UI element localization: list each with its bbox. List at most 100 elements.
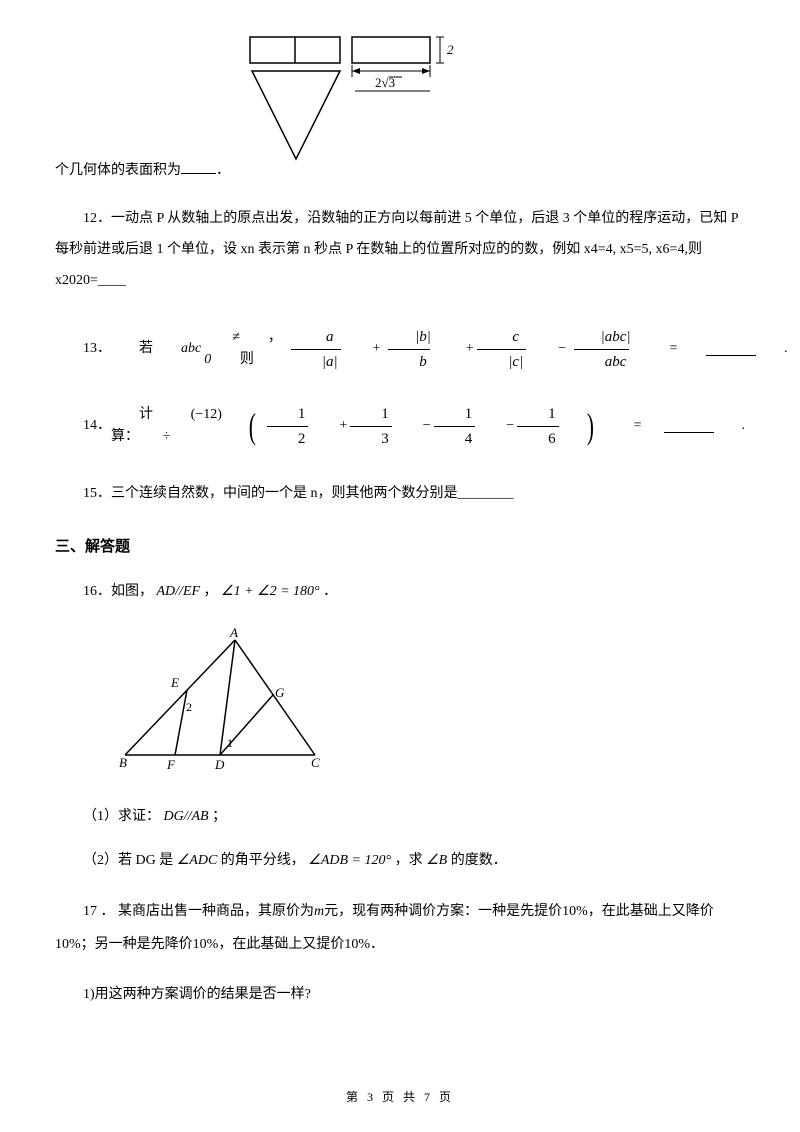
op2: − <box>395 415 431 437</box>
q17-p6: ． <box>370 937 384 952</box>
q16-prefix: 如图， <box>111 584 153 599</box>
q11-blank <box>181 160 216 174</box>
q16-sub1-num: （1） <box>83 809 118 824</box>
q13-cond-op: ≠ 0 <box>204 327 240 372</box>
q11-figure: 2 2√3 <box>240 29 460 182</box>
section-3-title: 三、解答题 <box>55 535 745 559</box>
q16-number: 16． <box>83 584 111 599</box>
period: ． <box>216 163 230 178</box>
svg-text:E: E <box>170 675 179 690</box>
q17-m: m <box>314 904 324 919</box>
f3d: |c| <box>477 349 526 374</box>
q14f2d: 3 <box>350 426 392 451</box>
q11-text-wrap: 个几何体的表面积为 ． <box>55 20 230 182</box>
q13-blank <box>706 342 756 356</box>
q12-text: 一动点 P 从数轴上的原点出发，沿数轴的正方向以每前进 5 个单位，后退 3 个… <box>55 211 738 288</box>
q17-pct4: 10% <box>344 937 370 952</box>
svg-text:1: 1 <box>227 736 233 750</box>
plus1: + <box>344 338 381 360</box>
q14f3d: 4 <box>434 426 476 451</box>
q16-sep: ， <box>204 584 218 599</box>
rparen: ) <box>570 412 594 441</box>
q17-number: 17 ． <box>83 904 115 919</box>
q17-p3: ，在此基础上又降价 <box>588 904 714 919</box>
q17-p1: 某商店出售一种商品，其原价为 <box>115 904 315 919</box>
q17: 17 ． 某商店出售一种商品，其原价为m元，现有两种调价方案：一种是先提价10%… <box>55 895 745 962</box>
q16-sub1-text: 求证： <box>118 809 160 824</box>
q12-number: 12． <box>83 211 111 226</box>
op3: − <box>478 415 514 437</box>
q13-prefix: 若 <box>111 338 153 360</box>
plus2: + <box>437 338 474 360</box>
q16-cond1: AD//EF <box>157 584 201 599</box>
svg-text:C: C <box>311 755 320 770</box>
f2d: b <box>388 349 430 374</box>
q17-p2: 元，现有两种调价方案：一种是先提价 <box>324 904 562 919</box>
q16-sub2-m2: ∠ADB = 120° <box>308 853 391 868</box>
q17-pct3: 10% <box>193 937 219 952</box>
q16-sub2-num: （2） <box>83 853 118 868</box>
q13-eq: = <box>641 338 678 360</box>
svg-text:G: G <box>275 685 285 700</box>
q17-p4: ；另一种是先降价 <box>81 937 193 952</box>
q13-dot: . <box>756 338 788 360</box>
q14-prefix: 计算： <box>111 404 157 449</box>
q16-dot: ． <box>323 584 337 599</box>
f4n: |abc| <box>570 325 634 349</box>
q16-cond2: ∠1 + ∠2 = 180° <box>221 584 320 599</box>
f1n: a <box>295 325 337 349</box>
q13-number: 13． <box>55 338 111 360</box>
f1d: |a| <box>291 349 341 374</box>
q14: 14． 计算： (−12) ÷ ( 12 + 13 − 14 − 16 ) = … <box>55 402 745 451</box>
q16-sub2-p3: ，求 <box>395 853 423 868</box>
q16-sub1: （1）求证： DG//AB ； <box>55 806 745 828</box>
q17-pct2: 10% <box>55 937 81 952</box>
q16-sub2: （2）若 DG 是 ∠ADC 的角平分线， ∠ADB = 120° ，求 ∠B … <box>55 850 745 872</box>
q17-pct1: 10% <box>562 904 588 919</box>
svg-text:A: A <box>229 625 238 640</box>
q14f1d: 2 <box>267 426 309 451</box>
q16-figure: A B C D E F G 1 2 <box>115 625 745 783</box>
q14-blank <box>664 419 714 433</box>
svg-text:B: B <box>119 755 127 770</box>
q14-eq: = <box>606 415 642 437</box>
q12: 12．一动点 P 从数轴上的原点出发，沿数轴的正方向以每前进 5 个单位，后退 … <box>55 204 745 296</box>
q14f4n: 1 <box>517 402 559 426</box>
q11-text: 个几何体的表面积为 <box>55 163 181 178</box>
page-footer: 第 3 页 共 7 页 <box>0 1088 800 1107</box>
q15-number: 15． <box>83 486 111 501</box>
q16-sub2-p4: 的度数． <box>451 853 507 868</box>
q14-dot: . <box>714 415 746 437</box>
svg-text:D: D <box>214 757 225 772</box>
q16-sub2-m3: ∠B <box>426 853 447 868</box>
minus1: − <box>529 338 566 360</box>
q17-sub1: 1)用这两种方案调价的结果是否一样? <box>55 984 745 1006</box>
q14-lead: (−12) ÷ <box>163 404 222 449</box>
q14f1n: 1 <box>267 402 309 426</box>
q13-cond-var: abc <box>153 338 201 360</box>
q14f3n: 1 <box>434 402 476 426</box>
q14f2n: 1 <box>350 402 392 426</box>
q14f4d: 6 <box>517 426 559 451</box>
q14-expr: (−12) ÷ ( 12 + 13 − 14 − 16 ) = <box>163 402 646 451</box>
lparen: ( <box>232 412 256 441</box>
q15-text: 三个连续自然数，中间的一个是 n，则其他两个数分别是________ <box>111 486 514 501</box>
dim-2: 2 <box>447 42 454 57</box>
q16-sub2-p1: 若 DG 是 <box>118 853 173 868</box>
f4d: abc <box>574 349 630 374</box>
q14-number: 14． <box>55 415 111 437</box>
q13: 13． 若 abc ≠ 0 ，则 a|a| + |b|b + c|c| − |a… <box>55 325 745 374</box>
q15: 15．三个连续自然数，中间的一个是 n，则其他两个数分别是________ <box>55 479 745 510</box>
q16-sub1-math: DG//AB <box>164 809 209 824</box>
q17-sub1-text: 1)用这两种方案调价的结果是否一样? <box>83 987 311 1002</box>
q13-expr: a|a| + |b|b + c|c| − |abc|abc = <box>288 325 682 374</box>
op1: + <box>311 415 347 437</box>
q16-sub1-end: ； <box>212 809 226 824</box>
f2n: |b| <box>384 325 434 349</box>
q16: 16．如图， AD//EF ， ∠1 + ∠2 = 180° ． <box>55 577 745 608</box>
q16-sub2-m1: ∠ADC <box>177 853 218 868</box>
q16-sub2-p2: 的角平分线， <box>221 853 305 868</box>
svg-text:F: F <box>166 757 176 772</box>
q17-p5: ，在此基础上又提价 <box>218 937 344 952</box>
q11-figure-row: 个几何体的表面积为 ． 2 2√3 <box>55 20 745 182</box>
